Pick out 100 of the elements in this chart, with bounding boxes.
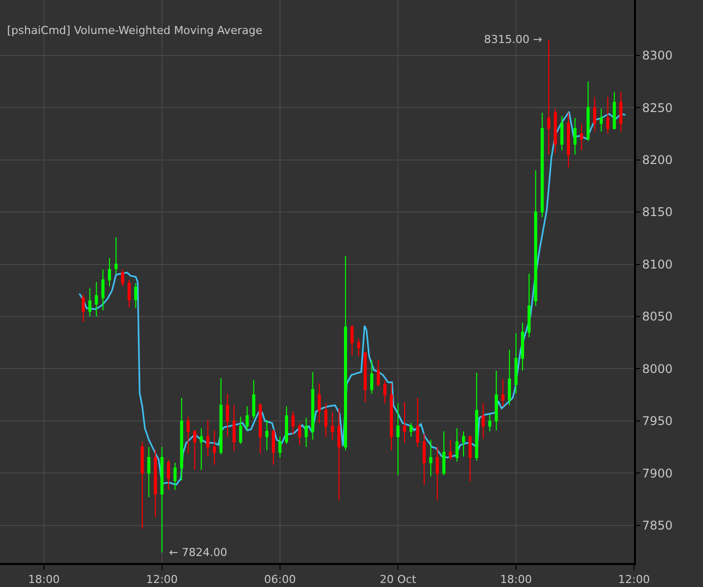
candlestick — [566, 112, 570, 168]
x-tick-label: 12:00 — [618, 572, 650, 586]
y-tick-label: 7900 — [642, 466, 673, 480]
candlestick — [265, 419, 268, 451]
candlestick — [154, 450, 157, 518]
candlestick — [390, 382, 393, 451]
candlestick — [311, 371, 314, 440]
y-tick-label: 7950 — [642, 414, 673, 428]
candlestick — [134, 282, 138, 309]
x-tick-label: 06:00 — [264, 572, 296, 586]
candlestick — [619, 91, 622, 132]
candlestick — [239, 416, 242, 444]
candlestick — [429, 439, 432, 477]
y-tick-label: 8100 — [642, 257, 673, 272]
candlestick — [252, 380, 256, 420]
candlestick — [416, 397, 420, 448]
candlestick — [121, 268, 124, 287]
candlestick — [593, 96, 596, 132]
candlestick — [534, 170, 538, 307]
y-tick-label: 8050 — [642, 310, 673, 324]
candlestick — [200, 428, 203, 471]
candlestick — [318, 382, 321, 424]
candlestick — [501, 378, 504, 407]
y-tick-label: 8250 — [642, 100, 673, 115]
candlestick — [376, 360, 380, 387]
candlestick — [357, 338, 360, 357]
candlestick — [232, 404, 236, 452]
candlestick — [540, 112, 544, 218]
candlestick — [258, 402, 262, 454]
candlestick — [298, 422, 302, 446]
candlestick — [402, 402, 406, 444]
candlestick — [508, 349, 511, 406]
text: [pshaiCmd] Volume-Weighted Moving Average — [7, 24, 263, 37]
candlestick — [606, 96, 610, 134]
candlestick — [206, 419, 210, 457]
candlestick — [383, 380, 386, 404]
candlestick — [494, 370, 498, 431]
candlestick — [475, 372, 478, 462]
candlestick — [600, 108, 603, 132]
candlestick — [284, 406, 288, 444]
candlestick — [219, 378, 222, 455]
candlestick — [278, 436, 282, 458]
candlestick — [304, 417, 308, 448]
candlestick — [442, 430, 446, 476]
candlestick — [612, 91, 616, 130]
candlestick — [586, 80, 590, 142]
candlestick — [88, 288, 92, 317]
candlestick — [554, 108, 557, 154]
candlestick — [82, 294, 85, 322]
candlestick — [337, 408, 340, 501]
candlestick — [482, 402, 485, 440]
y-tick-label: 8300 — [642, 48, 673, 63]
candlestick — [166, 459, 170, 490]
candlestick — [370, 360, 374, 394]
candlestick — [410, 422, 413, 438]
candlestick — [180, 397, 184, 481]
candlestick — [101, 268, 104, 311]
candlestick — [573, 118, 577, 156]
x-tick-label: 18:00 — [500, 572, 532, 586]
candlestick — [455, 428, 459, 462]
candlestick — [246, 406, 249, 431]
candlestick — [521, 322, 524, 372]
candlestick — [344, 255, 348, 451]
candlestick — [174, 462, 177, 490]
candlestick — [547, 39, 550, 156]
candlestick — [468, 435, 472, 482]
candlestick — [330, 412, 334, 440]
x-tick-label: 20 Oct — [380, 572, 417, 586]
candlestick — [324, 402, 328, 438]
candlestick — [396, 402, 400, 476]
candlestick — [272, 428, 275, 466]
candlestick — [114, 236, 118, 274]
candlestick — [436, 446, 439, 501]
candlestick — [147, 446, 150, 498]
annotation: ← 7824.00 — [169, 546, 228, 559]
annotation: 8315.00 → — [484, 33, 542, 46]
candlestick — [140, 441, 144, 530]
candlestick — [560, 115, 564, 151]
candlestick — [488, 414, 492, 432]
candlestick — [350, 324, 354, 356]
y-tick-label: 8200 — [642, 153, 673, 168]
candlestick — [448, 439, 452, 460]
candlestick — [193, 430, 196, 471]
candlestick — [292, 411, 295, 436]
x-tick-label: 18:00 — [28, 572, 60, 586]
candlestick — [160, 446, 164, 554]
candlestick — [212, 430, 216, 466]
candlestick — [186, 416, 190, 454]
y-tick-label: 8000 — [642, 362, 673, 376]
y-tick-label: 7850 — [642, 518, 673, 533]
candlestick — [422, 432, 426, 486]
candlestick — [226, 393, 230, 438]
candlestick — [108, 258, 112, 287]
candlestick — [528, 273, 531, 338]
candlestick — [462, 430, 466, 457]
x-tick-label: 12:00 — [146, 572, 178, 586]
candlestick — [580, 124, 584, 151]
candlestick — [514, 332, 518, 394]
y-tick-label: 8150 — [642, 205, 673, 220]
candlestick — [94, 282, 98, 317]
